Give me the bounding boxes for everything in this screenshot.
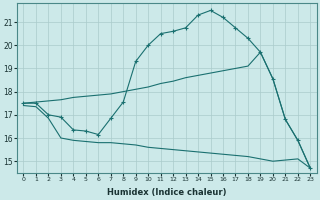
X-axis label: Humidex (Indice chaleur): Humidex (Indice chaleur)	[107, 188, 227, 197]
